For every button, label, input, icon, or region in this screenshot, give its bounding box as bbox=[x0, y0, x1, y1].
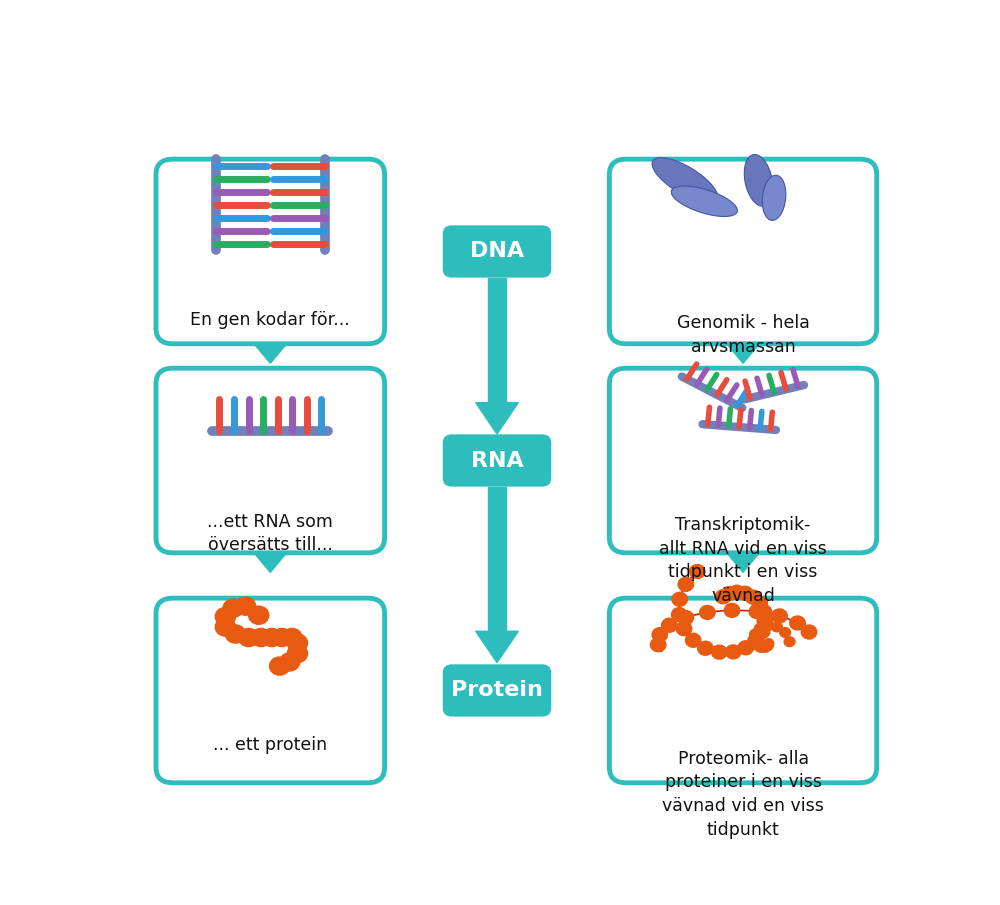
Circle shape bbox=[763, 639, 774, 649]
Circle shape bbox=[235, 597, 256, 615]
Text: Genomik - hela
arvsmassan: Genomik - hela arvsmassan bbox=[677, 314, 810, 356]
Circle shape bbox=[270, 657, 290, 675]
Polygon shape bbox=[254, 344, 287, 363]
Circle shape bbox=[262, 628, 282, 646]
Circle shape bbox=[652, 628, 668, 642]
FancyBboxPatch shape bbox=[443, 664, 551, 717]
Circle shape bbox=[700, 605, 715, 619]
Circle shape bbox=[725, 645, 741, 659]
Circle shape bbox=[239, 628, 259, 646]
Circle shape bbox=[280, 653, 300, 671]
Circle shape bbox=[759, 643, 770, 653]
FancyBboxPatch shape bbox=[443, 434, 551, 487]
Circle shape bbox=[771, 622, 782, 632]
Circle shape bbox=[282, 628, 302, 646]
Circle shape bbox=[784, 637, 795, 646]
Circle shape bbox=[712, 645, 727, 659]
Circle shape bbox=[223, 599, 243, 617]
Circle shape bbox=[251, 628, 271, 646]
Ellipse shape bbox=[762, 176, 786, 221]
Circle shape bbox=[662, 618, 677, 633]
Circle shape bbox=[690, 565, 705, 578]
Circle shape bbox=[685, 634, 701, 647]
Circle shape bbox=[754, 624, 765, 634]
Circle shape bbox=[678, 577, 694, 591]
Text: En gen kodar för...: En gen kodar för... bbox=[190, 310, 350, 329]
Polygon shape bbox=[727, 553, 759, 572]
Circle shape bbox=[790, 616, 805, 630]
Text: Proteomik- alla
proteiner i en viss
vävnad vid en viss
tidpunkt: Proteomik- alla proteiner i en viss vävn… bbox=[662, 749, 824, 839]
Circle shape bbox=[650, 638, 666, 652]
Circle shape bbox=[249, 606, 269, 624]
Circle shape bbox=[754, 624, 770, 638]
Polygon shape bbox=[488, 487, 506, 632]
Circle shape bbox=[729, 586, 745, 599]
FancyBboxPatch shape bbox=[156, 368, 385, 553]
FancyBboxPatch shape bbox=[156, 598, 385, 783]
Circle shape bbox=[762, 621, 773, 631]
Circle shape bbox=[801, 625, 817, 639]
Circle shape bbox=[772, 609, 787, 623]
Text: Protein: Protein bbox=[451, 681, 543, 700]
Ellipse shape bbox=[652, 157, 718, 203]
Circle shape bbox=[750, 629, 761, 639]
Circle shape bbox=[757, 614, 773, 628]
Ellipse shape bbox=[744, 155, 773, 206]
Circle shape bbox=[749, 605, 765, 618]
Polygon shape bbox=[488, 278, 506, 403]
FancyBboxPatch shape bbox=[443, 225, 551, 278]
FancyBboxPatch shape bbox=[609, 598, 877, 783]
Circle shape bbox=[762, 641, 773, 651]
Polygon shape bbox=[476, 403, 518, 434]
Circle shape bbox=[748, 634, 763, 648]
Circle shape bbox=[737, 586, 753, 600]
Circle shape bbox=[671, 607, 687, 622]
Circle shape bbox=[756, 605, 772, 619]
Polygon shape bbox=[476, 632, 518, 662]
Circle shape bbox=[225, 625, 246, 643]
Circle shape bbox=[722, 586, 737, 601]
Circle shape bbox=[715, 590, 731, 604]
Circle shape bbox=[287, 644, 308, 662]
Circle shape bbox=[724, 604, 740, 617]
FancyBboxPatch shape bbox=[156, 159, 385, 344]
Circle shape bbox=[780, 627, 791, 637]
Ellipse shape bbox=[671, 186, 737, 216]
Circle shape bbox=[678, 611, 694, 624]
Circle shape bbox=[215, 607, 235, 625]
Circle shape bbox=[215, 618, 235, 636]
Circle shape bbox=[272, 628, 292, 646]
Circle shape bbox=[287, 634, 308, 653]
Circle shape bbox=[745, 590, 761, 604]
Circle shape bbox=[749, 635, 760, 645]
Circle shape bbox=[755, 643, 766, 653]
Text: RNA: RNA bbox=[471, 451, 523, 471]
Text: DNA: DNA bbox=[470, 242, 524, 262]
Text: Transkriptomik-
allt RNA vid en viss
tidpunkt i en viss
vävnad: Transkriptomik- allt RNA vid en viss tid… bbox=[659, 516, 827, 605]
FancyBboxPatch shape bbox=[609, 159, 877, 344]
Circle shape bbox=[676, 622, 692, 635]
Polygon shape bbox=[727, 344, 759, 363]
Text: ... ett protein: ... ett protein bbox=[213, 736, 327, 754]
Polygon shape bbox=[254, 553, 287, 572]
FancyBboxPatch shape bbox=[609, 368, 877, 553]
Circle shape bbox=[698, 642, 713, 655]
Circle shape bbox=[672, 592, 687, 606]
Circle shape bbox=[751, 640, 762, 650]
Circle shape bbox=[738, 641, 753, 654]
Text: ...ett RNA som
översätts till...: ...ett RNA som översätts till... bbox=[207, 513, 333, 555]
Circle shape bbox=[752, 596, 767, 610]
